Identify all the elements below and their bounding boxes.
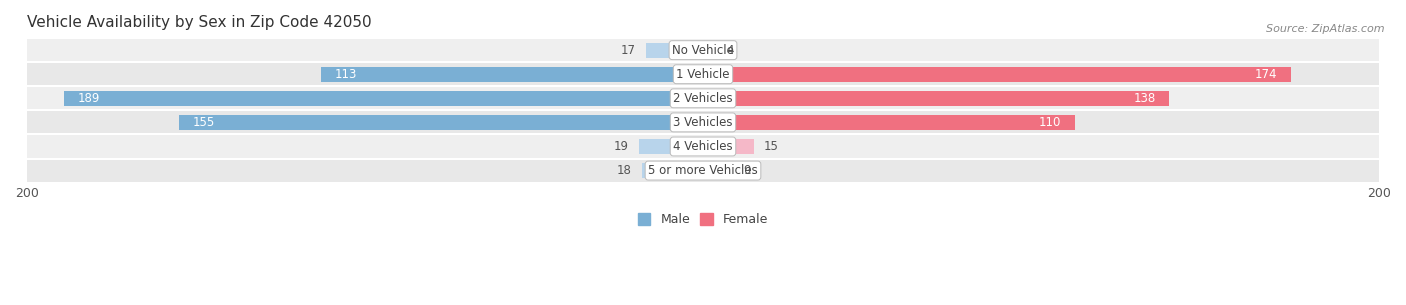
- Bar: [27, 62, 1379, 86]
- Bar: [27, 86, 1379, 110]
- Bar: [703, 91, 1170, 106]
- Text: 17: 17: [620, 44, 636, 57]
- Bar: [703, 115, 1074, 130]
- Bar: [703, 67, 1291, 82]
- Text: 1 Vehicle: 1 Vehicle: [676, 68, 730, 81]
- Text: 174: 174: [1256, 68, 1278, 81]
- Bar: [27, 135, 1379, 159]
- Bar: [27, 38, 1379, 62]
- Text: 113: 113: [335, 68, 357, 81]
- Text: 18: 18: [617, 164, 633, 177]
- Text: 19: 19: [613, 140, 628, 153]
- Bar: [703, 139, 754, 154]
- Bar: [643, 163, 703, 178]
- Text: 4: 4: [727, 44, 734, 57]
- Bar: [645, 43, 703, 58]
- Bar: [65, 91, 703, 106]
- Text: 3 Vehicles: 3 Vehicles: [673, 116, 733, 129]
- Text: 9: 9: [744, 164, 751, 177]
- Text: No Vehicle: No Vehicle: [672, 44, 734, 57]
- Bar: [179, 115, 703, 130]
- Legend: Male, Female: Male, Female: [633, 208, 773, 231]
- Text: 2 Vehicles: 2 Vehicles: [673, 92, 733, 105]
- Text: Vehicle Availability by Sex in Zip Code 42050: Vehicle Availability by Sex in Zip Code …: [27, 15, 371, 30]
- Bar: [638, 139, 703, 154]
- Bar: [27, 159, 1379, 183]
- Text: 189: 189: [77, 92, 100, 105]
- Text: 138: 138: [1133, 92, 1156, 105]
- Text: 15: 15: [763, 140, 779, 153]
- Bar: [703, 163, 734, 178]
- Text: 5 or more Vehicles: 5 or more Vehicles: [648, 164, 758, 177]
- Text: 155: 155: [193, 116, 215, 129]
- Text: 4 Vehicles: 4 Vehicles: [673, 140, 733, 153]
- Text: 110: 110: [1039, 116, 1062, 129]
- Bar: [321, 67, 703, 82]
- Text: Source: ZipAtlas.com: Source: ZipAtlas.com: [1267, 24, 1385, 34]
- Bar: [703, 43, 717, 58]
- Bar: [27, 110, 1379, 135]
